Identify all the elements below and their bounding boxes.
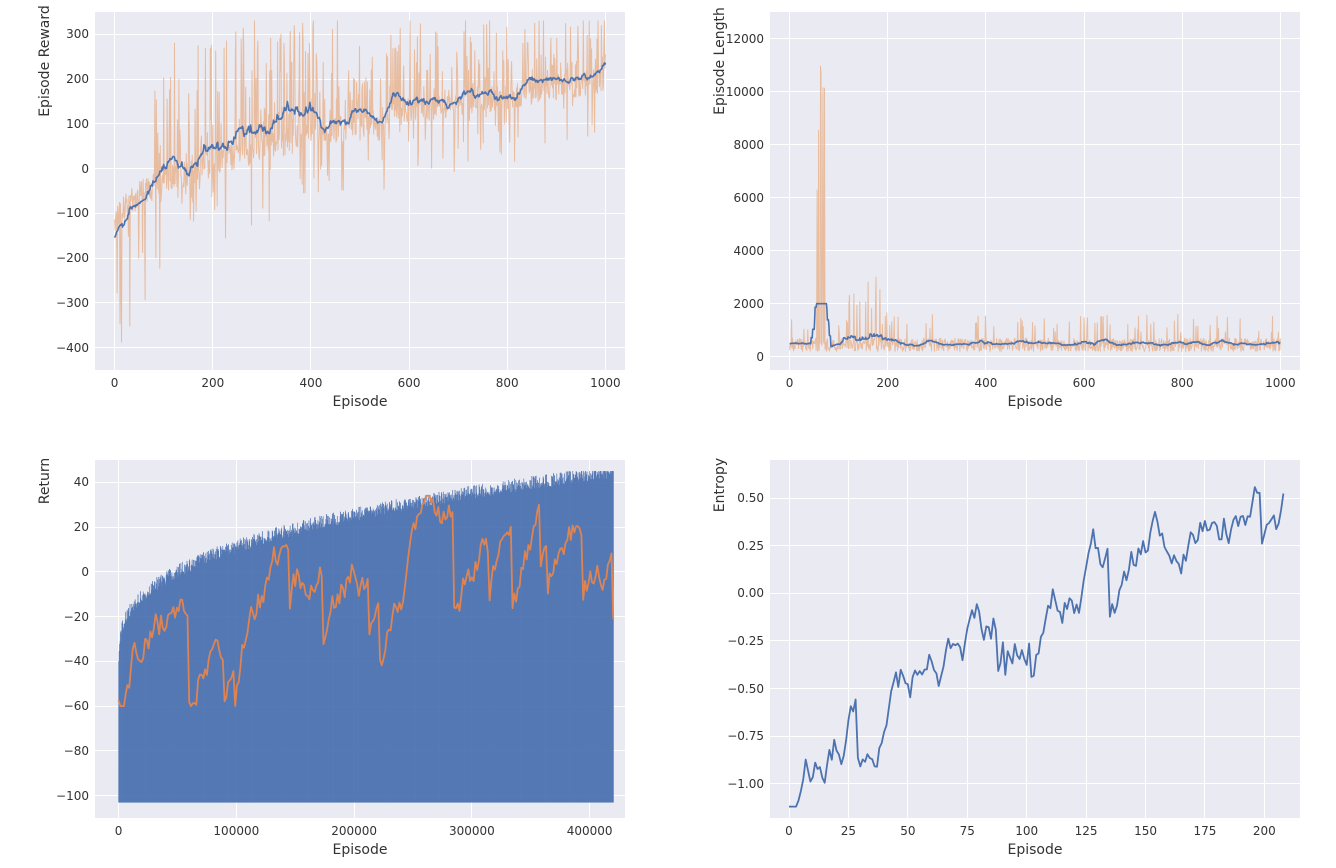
plot-lines [770,12,1300,370]
xtick: 200000 [331,824,377,838]
xtick: 600 [1073,376,1096,390]
ytick: −100 [29,789,89,803]
xtick: 400000 [567,824,613,838]
ytick: −0.50 [704,682,764,696]
xlabel: Episode [770,394,1300,410]
xtick: 25 [841,824,856,838]
ylabel: Episode Length [712,0,728,240]
xtick: 50 [900,824,915,838]
subplot-episode_length: 0200400600800100002000400060008000100001… [770,12,1300,370]
ylabel: Episode Reward [37,0,53,240]
subplot-episode_reward: 02004006008001000−400−300−200−1000100200… [95,12,625,370]
xtick: 0 [115,824,123,838]
xlabel: Episode [95,842,625,858]
xtick: 0 [111,376,119,390]
plot-lines [95,12,625,370]
xtick: 100000 [213,824,259,838]
xlabel: Episode [770,842,1300,858]
subplot-entropy: 0255075100125150175200−1.00−0.75−0.50−0.… [770,460,1300,818]
xtick: 75 [960,824,975,838]
plot-area: 02004006008001000−400−300−200−1000100200… [95,12,625,370]
xtick: 800 [496,376,519,390]
ytick: −1.00 [704,777,764,791]
xtick: 1000 [590,376,621,390]
xtick: 125 [1075,824,1098,838]
ylabel: Return [37,302,53,660]
xtick: 200 [876,376,899,390]
xtick: 0 [785,824,793,838]
ylabel: Entropy [712,306,728,664]
xtick: 300000 [449,824,495,838]
xlabel: Episode [95,394,625,410]
xtick: 100 [1015,824,1038,838]
series-raw [115,21,606,342]
xtick: 400 [299,376,322,390]
plot-area: 0200400600800100002000400060008000100001… [770,12,1300,370]
xtick: 1000 [1265,376,1296,390]
figure: 02004006008001000−400−300−200−1000100200… [0,0,1336,868]
ytick: −60 [29,699,89,713]
subplot-return: 0100000200000300000400000−100−80−60−40−2… [95,460,625,818]
plot-lines [95,460,625,818]
series-entropy [789,487,1283,806]
ytick: −200 [29,251,89,265]
plot-lines [770,460,1300,818]
xtick: 400 [974,376,997,390]
xtick: 200 [1253,824,1276,838]
ytick: 4000 [704,244,764,258]
xtick: 600 [398,376,421,390]
series-raw [790,66,1281,351]
plot-area: 0100000200000300000400000−100−80−60−40−2… [95,460,625,818]
ytick: −0.75 [704,729,764,743]
plot-area: 0255075100125150175200−1.00−0.75−0.50−0.… [770,460,1300,818]
xtick: 175 [1193,824,1216,838]
xtick: 200 [201,376,224,390]
xtick: 150 [1134,824,1157,838]
xtick: 0 [786,376,794,390]
ytick: −80 [29,744,89,758]
xtick: 800 [1171,376,1194,390]
